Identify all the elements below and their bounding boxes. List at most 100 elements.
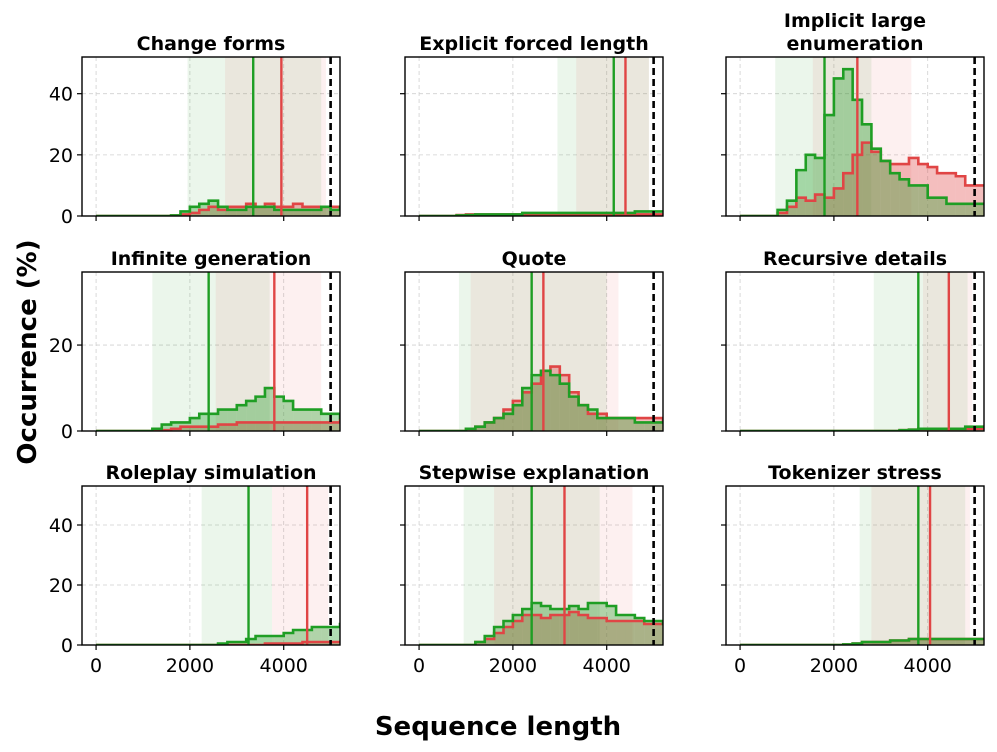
panel-infinite-generation-green-bar-23 <box>311 409 322 431</box>
panel-quote-green-bar-28 <box>682 422 691 431</box>
panel-stepwise-explanation-green-bar-9 <box>503 621 513 645</box>
panel-tokenizer-stress-green-bar-18 <box>908 639 919 645</box>
panel-stepwise-explanation-green-bar-19 <box>597 603 607 645</box>
panel-quote-green-bar-29 <box>691 422 700 431</box>
panel-change-forms-red-bar-27 <box>349 207 358 216</box>
panel-stepwise-explanation-green-bar-8 <box>494 627 504 645</box>
panel-stepwise-explanation-green-bar-34 <box>738 633 747 645</box>
panel-change-forms-ytick-label-40: 40 <box>49 84 73 106</box>
panel-quote-red-bar-17 <box>578 405 588 431</box>
panel-quote-frame <box>404 271 664 432</box>
panel-stepwise-explanation-red-bar-33 <box>729 630 738 645</box>
panel-stepwise-explanation-green-bar-16 <box>569 606 579 645</box>
panel-change-forms-green-bar-28 <box>359 207 368 216</box>
panel-stepwise-explanation-red-bar-7 <box>484 639 495 645</box>
panel-tokenizer-stress-red-bar-14 <box>871 642 881 645</box>
panel-infinite-generation-green-step <box>96 386 340 431</box>
panel-quote-red-bar-27 <box>672 422 681 431</box>
panel-roleplay-simulation-red-bar-31 <box>387 639 396 645</box>
panel-roleplay-simulation-title: Roleplay simulation <box>105 462 316 484</box>
panel-quote-red-bar-16 <box>569 392 579 431</box>
panel-implicit-large-enumeration-red-bar-16 <box>890 164 900 216</box>
panel-tokenizer-stress-green-bar-25 <box>974 639 984 645</box>
panel-infinite-generation-red-bar-29 <box>368 418 377 431</box>
panel-stepwise-explanation-red-bar-40 <box>794 633 803 645</box>
panel-stepwise-explanation-red-bar-17 <box>578 615 588 645</box>
panel-tokenizer-stress-red-bar-19 <box>918 639 928 645</box>
panel-roleplay-simulation-red-bar-33 <box>406 639 415 645</box>
panel-quote-red-bar-25 <box>653 418 663 431</box>
panel-change-forms-green-bar-15 <box>236 209 247 216</box>
panel-roleplay-simulation-red-bar-27 <box>349 641 358 646</box>
panel-roleplay-simulation-xtick-label-4000: 4000 <box>260 655 308 677</box>
panel-stepwise-explanation-green-bar-23 <box>634 618 645 645</box>
panel-infinite-generation-red-step <box>96 418 340 431</box>
panel-infinite-generation-green-bar-29 <box>368 418 377 431</box>
panel-infinite-generation-red-bar-32 <box>396 414 405 431</box>
panel-tokenizer-stress-red-bar-13 <box>862 642 872 645</box>
panel-change-forms-green-bar-27 <box>349 204 358 216</box>
panel-infinite-generation-green-bar-14 <box>227 409 237 431</box>
panel-stepwise-explanation-red-bar-23 <box>634 621 645 645</box>
panel-stepwise-explanation-green-bar-30 <box>701 630 710 645</box>
panel-roleplay-simulation-green-bar-38 <box>453 636 462 645</box>
panel-stepwise-explanation-green-bar-13 <box>541 606 551 645</box>
panel-infinite-generation-red-bar-9 <box>180 426 190 431</box>
panel-quote-green-bar-10 <box>512 405 523 431</box>
panel-explicit-forced-length-red-bar-31 <box>710 213 719 216</box>
panel-roleplay-simulation-green-bar-29 <box>368 624 377 645</box>
panel-stepwise-explanation-red-bar-44 <box>832 636 841 645</box>
panel-quote-red-bar-14 <box>550 366 560 431</box>
panel-infinite-generation-green-bar-19 <box>274 396 284 431</box>
panel-infinite-generation-red-bar-25 <box>330 422 340 431</box>
panel-implicit-large-enumeration-green-bar-8 <box>815 157 825 216</box>
panel-recursive-details-red-bar-26 <box>984 427 993 431</box>
panel-implicit-large-enumeration-green-bar-25 <box>974 203 984 216</box>
panel-stepwise-explanation-xtick-label-0: 0 <box>413 655 425 677</box>
panel-stepwise-explanation-green-bar-10 <box>512 615 523 645</box>
panel-quote-red-bar-6 <box>475 426 485 431</box>
panel-infinite-generation-green-bar-10 <box>189 418 200 431</box>
panel-quote-red-bar-7 <box>484 422 495 431</box>
panel-change-forms-green-bar-33 <box>406 210 415 216</box>
panel-implicit-large-enumeration-green-bar-15 <box>880 160 891 216</box>
panel-tokenizer-stress-green-bar-26 <box>984 639 993 645</box>
panel-recursive-details-green-step <box>740 425 984 431</box>
panel-stepwise-explanation-red-bar-24 <box>644 624 654 645</box>
panel-infinite-generation-frame <box>81 271 341 432</box>
panel-quote-green-bar-26 <box>663 422 672 431</box>
panel-infinite-generation-red-bar-19 <box>274 422 284 431</box>
panel-infinite-generation-red-bar-16 <box>246 422 256 431</box>
panel-quote-green-bar-11 <box>522 388 532 431</box>
panel-change-forms-red-bar-11 <box>199 209 209 216</box>
panel-infinite-generation-green-bar-21 <box>293 409 303 431</box>
panel-stepwise-explanation-green-bar-39 <box>785 636 794 645</box>
panel-stepwise-explanation-red-bar-14 <box>550 615 560 645</box>
panel-stepwise-explanation-green-bar-26 <box>663 624 672 645</box>
panel-change-forms-red-bar-18 <box>264 203 275 216</box>
panel-implicit-large-enumeration-red-bar-6 <box>796 197 806 216</box>
panel-quote-green-bar-16 <box>569 396 579 431</box>
panel-explicit-forced-length-plot-area <box>405 57 719 216</box>
panel-implicit-large-enumeration-title-line-2: enumeration <box>787 33 924 55</box>
panel-tokenizer-stress-red-bar-16 <box>890 640 900 645</box>
panel-implicit-large-enumeration-green-bar-23 <box>955 203 966 216</box>
panel-stepwise-explanation-red-bar-18 <box>587 618 598 645</box>
panel-infinite-generation-red-bar-35 <box>424 414 433 431</box>
panel-tokenizer-stress-green-bar-17 <box>899 640 909 645</box>
panel-quote-plot-area <box>405 272 700 431</box>
panel-change-forms-red-step <box>96 202 340 216</box>
panel-quote-green-bar-6 <box>475 426 485 431</box>
panel-infinite-generation-red-bar-23 <box>311 422 322 431</box>
panel-infinite-generation-red-bar-31 <box>387 418 396 431</box>
panel-roleplay-simulation-green-bar-37 <box>443 633 452 645</box>
panel-tokenizer-stress-green-bar-21 <box>937 639 947 645</box>
panel-explicit-forced-length-green-bar-30 <box>701 210 710 216</box>
panel-infinite-generation-green-band <box>152 272 270 431</box>
panel-change-forms-red-bar-25 <box>330 206 340 216</box>
panel-implicit-large-enumeration-green-bar-24 <box>965 203 975 216</box>
panel-stepwise-explanation-green-bar-33 <box>729 633 738 645</box>
panel-roleplay-simulation-red-bar-23 <box>311 642 322 645</box>
panel-change-forms-ytick-label-0: 0 <box>61 206 73 228</box>
panel-infinite-generation-red-bar-11 <box>199 426 209 431</box>
